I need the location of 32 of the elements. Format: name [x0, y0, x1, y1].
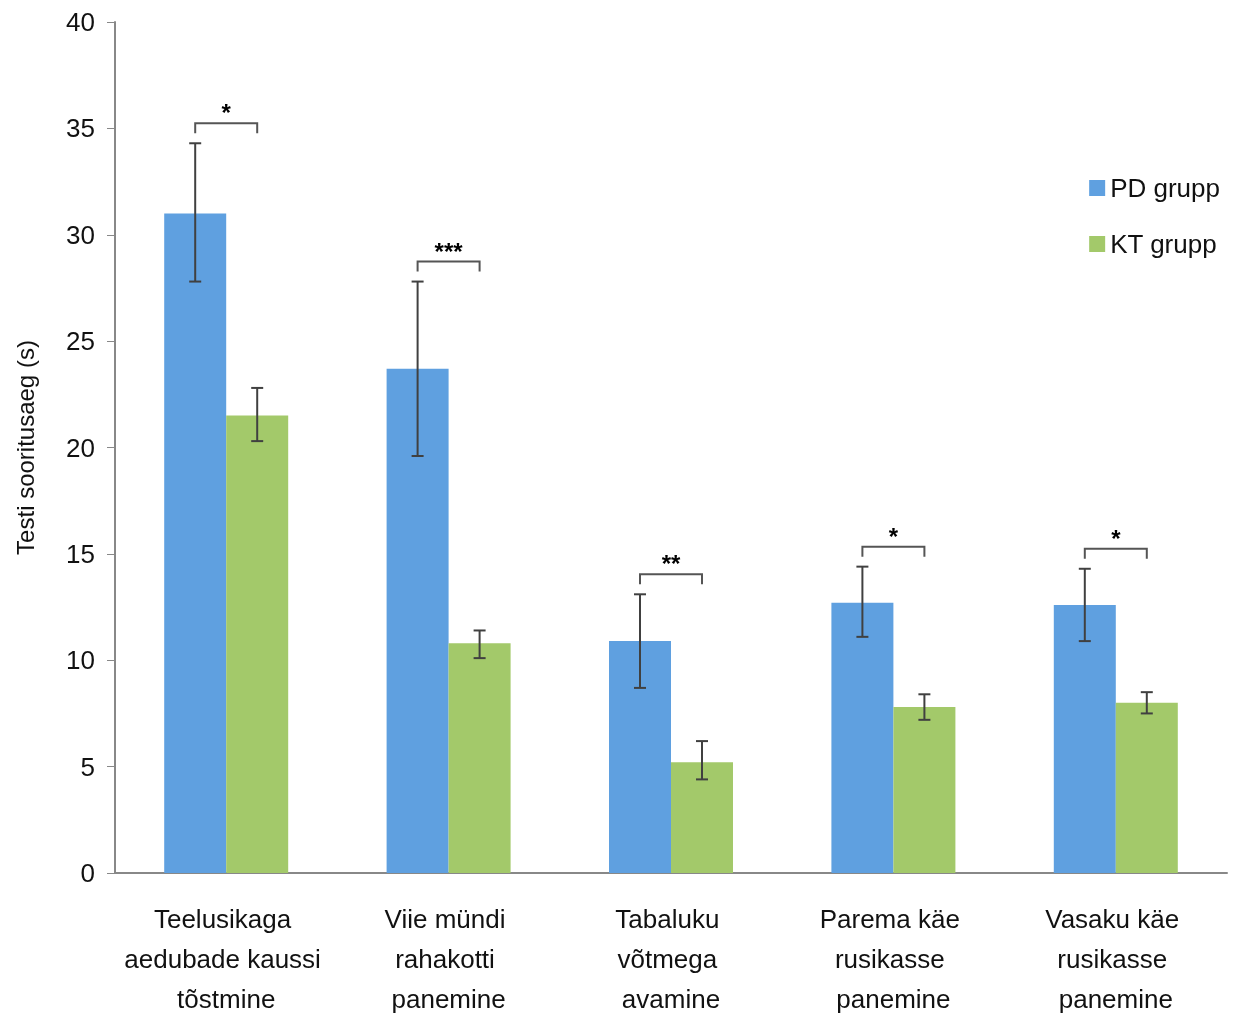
bar	[448, 643, 511, 873]
bar	[1115, 702, 1178, 873]
y-tick-label: 0	[80, 858, 95, 888]
y-tick-label: 25	[66, 326, 95, 357]
bar	[671, 762, 733, 873]
y-axis-title: Testi sooritusaeg (s)	[11, 340, 39, 555]
bar	[609, 641, 671, 873]
y-tick-label: 20	[66, 432, 95, 463]
legend-label: KT grupp	[1110, 229, 1217, 259]
x-tick-label: Viie mündi rahakotti panemine	[384, 904, 513, 1014]
legend-label: PD grupp	[1110, 173, 1220, 203]
y-tick-label: 40	[66, 7, 95, 37]
y-tick-label: 5	[80, 751, 95, 782]
x-tick-label: Tabaluku võtmega avamine	[615, 904, 727, 1014]
y-tick-label: 10	[66, 645, 95, 676]
bar	[386, 368, 449, 873]
bar	[164, 213, 227, 873]
annotation: **	[661, 550, 681, 578]
x-tick-label: Parema käe rusikasse panemine	[819, 904, 968, 1014]
annotation: *	[1111, 524, 1122, 552]
y-tick-label: 15	[66, 538, 95, 569]
x-tick-label: Vasaku käe rusikasse panemine	[1045, 904, 1187, 1014]
y-tick-label: 30	[66, 219, 95, 250]
x-tick-label: Teelusikaga aedubade kaussi tõstmine	[124, 904, 329, 1014]
bar	[893, 707, 956, 873]
bar	[226, 415, 289, 873]
annotation: *	[888, 522, 899, 550]
y-tick-label: 35	[66, 113, 95, 144]
annotation: ***	[434, 237, 464, 265]
bar	[831, 602, 894, 873]
annotation: *	[221, 99, 232, 127]
bar	[1053, 604, 1116, 873]
